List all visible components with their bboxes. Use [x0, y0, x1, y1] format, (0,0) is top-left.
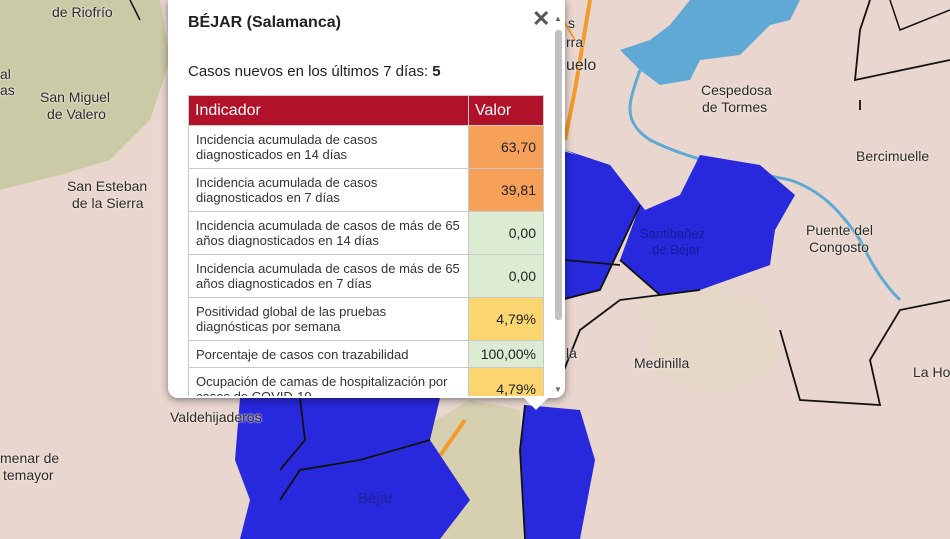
place-label: de Tormes [702, 99, 768, 115]
scroll-down-icon[interactable]: ▼ [554, 385, 562, 394]
indicator-cell: Porcentaje de casos con trazabilidad [188, 340, 469, 368]
indicator-cell: Positividad global de las pruebas diagnó… [188, 297, 469, 341]
cases-value: 5 [432, 63, 441, 80]
table-header-row: Indicador Valor [188, 95, 544, 126]
table-row: Incidencia acumulada de casos diagnostic… [188, 125, 544, 169]
cases-summary: Casos nuevos en los últimos 7 días: 5 [188, 63, 441, 80]
header-value: Valor [468, 95, 544, 126]
indicator-cell: Incidencia acumulada de casos de más de … [188, 211, 469, 255]
indicator-cell: Ocupación de camas de hospitalización po… [188, 367, 469, 396]
value-cell: 4,79% [468, 297, 544, 341]
scrollbar-thumb[interactable] [555, 30, 562, 320]
place-label: temayor [3, 467, 54, 483]
place-label: La Ho [913, 364, 950, 380]
place-label: Béjar [358, 490, 394, 507]
place-label: Bercimuelle [856, 148, 930, 164]
border-lines-2 [129, 0, 950, 31]
place-label: Santibañez [640, 226, 706, 241]
river [628, 69, 902, 302]
place-label: Medinilla [634, 355, 690, 371]
table-row: Incidencia acumulada de casos diagnostic… [188, 168, 544, 212]
place-label: uelo [566, 57, 597, 74]
municipality-bejar[interactable] [235, 398, 470, 539]
municipality-southeast[interactable] [520, 405, 595, 539]
value-cell: 63,70 [468, 125, 544, 169]
municipality-north[interactable] [560, 150, 640, 300]
place-label: menar de [0, 450, 60, 466]
info-popup: BÉJAR (Salamanca) ✕ Casos nuevos en los … [168, 0, 565, 410]
table-row: Positividad global de las pruebas diagnó… [188, 297, 544, 341]
place-label: al [0, 66, 11, 82]
header-indicator: Indicador [188, 95, 469, 126]
value-cell: 39,81 [468, 168, 544, 212]
indicator-table-container[interactable]: Indicador Valor Incidencia acumulada de … [188, 95, 544, 396]
place-label: la [566, 345, 577, 361]
place-label: de Béjar [652, 242, 701, 257]
value-cell: 100,00% [468, 340, 544, 368]
value-cell: 4,79% [468, 367, 544, 396]
value-cell: 0,00 [468, 211, 544, 255]
scroll-up-icon[interactable]: ▲ [554, 14, 562, 23]
place-label: Puente del [806, 222, 873, 238]
place-label: de la Sierra [72, 195, 144, 211]
table-row: Incidencia acumulada de casos de más de … [188, 211, 544, 255]
place-label: San Miguel [40, 89, 111, 105]
value-cell: 0,00 [468, 254, 544, 298]
forest-area-east [640, 280, 780, 400]
forest-area-west [0, 0, 170, 190]
place-label: Congosto [809, 239, 869, 255]
place-label: Valdehijaderos [170, 409, 262, 425]
border-lines [279, 0, 950, 539]
place-label: s [568, 15, 575, 31]
place-label: rra [566, 34, 584, 50]
place-label: de Riofrío [52, 4, 113, 20]
table-row: Ocupación de camas de hospitalización po… [188, 367, 544, 396]
close-icon[interactable]: ✕ [532, 6, 551, 31]
popup-title: BÉJAR (Salamanca) [188, 14, 341, 31]
indicator-cell: Incidencia acumulada de casos de más de … [188, 254, 469, 298]
place-label: de Valero [47, 106, 106, 122]
cases-label: Casos nuevos en los últimos 7 días: [188, 63, 433, 80]
table-row: Porcentaje de casos con trazabilidad 100… [188, 340, 544, 368]
reservoir [620, 0, 800, 85]
table-row: Incidencia acumulada de casos de más de … [188, 254, 544, 298]
indicator-table: Indicador Valor Incidencia acumulada de … [188, 95, 544, 396]
popup-pointer [522, 396, 550, 410]
place-label: Cespedosa [701, 82, 772, 98]
indicator-cell: Incidencia acumulada de casos diagnostic… [188, 168, 469, 212]
place-label: San Esteban [67, 178, 148, 194]
indicator-cell: Incidencia acumulada de casos diagnostic… [188, 125, 469, 169]
place-label: as [0, 82, 15, 98]
